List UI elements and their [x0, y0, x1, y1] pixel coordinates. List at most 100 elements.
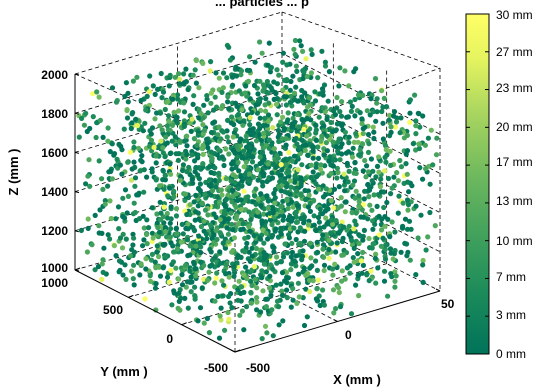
scatter-point: [204, 236, 210, 242]
scatter-point: [381, 189, 387, 195]
scatter-point: [311, 222, 317, 228]
scatter-point: [301, 238, 308, 244]
scatter-point: [225, 231, 231, 237]
scatter-point: [388, 162, 394, 168]
scatter-point: [261, 211, 267, 217]
scatter-point: [168, 171, 174, 177]
y-tick: [128, 294, 134, 298]
scatter-point: [226, 316, 232, 322]
scatter-point: [370, 124, 376, 130]
scatter-point: [427, 209, 433, 216]
scatter-point: [404, 148, 411, 154]
scatter-point: [219, 154, 225, 160]
scatter-point: [256, 97, 262, 103]
scatter-point: [176, 71, 182, 77]
scatter-point: [185, 86, 191, 93]
scatter-point: [181, 100, 187, 106]
scatter-point: [271, 249, 277, 255]
scatter-point: [256, 131, 262, 138]
scatter-point: [317, 206, 323, 212]
scatter-point: [96, 223, 102, 229]
scatter-point: [185, 305, 191, 311]
scatter-point: [244, 138, 250, 144]
scatter-point: [360, 92, 366, 98]
scatter-point: [160, 242, 166, 248]
scatter-point: [373, 251, 379, 257]
scatter-point: [380, 120, 386, 126]
scatter-point: [351, 170, 357, 176]
scatter-point: [308, 175, 314, 181]
scatter-point: [268, 64, 274, 71]
scatter-point: [271, 79, 277, 85]
scatter-point: [114, 156, 120, 162]
scatter-point: [208, 59, 214, 65]
scatter-point: [206, 182, 212, 188]
scatter-point: [109, 141, 115, 147]
scatter-point: [254, 285, 260, 291]
scatter-point: [274, 112, 280, 118]
scatter-point: [159, 127, 165, 133]
scatter-point: [298, 191, 304, 197]
y-tick: [234, 349, 241, 353]
scatter-point: [161, 204, 167, 210]
scatter-point: [153, 281, 159, 287]
scatter-point: [288, 254, 294, 260]
scatter-point: [243, 144, 250, 150]
scatter-point: [225, 239, 232, 245]
scatter-point: [383, 242, 389, 248]
scatter-point: [125, 99, 131, 105]
scatter-point: [219, 192, 225, 198]
scatter-point: [361, 227, 367, 233]
scatter-point: [295, 203, 301, 209]
scatter-point: [227, 57, 233, 63]
scatter-point: [264, 78, 270, 85]
scatter-point: [356, 152, 362, 158]
scatter-point: [160, 150, 166, 156]
scatter-point: [265, 161, 271, 167]
scatter-point: [349, 154, 356, 160]
scatter-point: [242, 249, 248, 255]
scatter-point: [368, 268, 374, 274]
scatter-point: [138, 97, 144, 104]
scatter-point: [301, 100, 307, 106]
scatter-point: [221, 162, 227, 169]
scatter-point: [197, 305, 204, 311]
scatter-point: [382, 246, 388, 252]
scatter-point: [323, 186, 329, 192]
scatter-point: [176, 108, 182, 114]
scatter-point: [171, 249, 177, 255]
scatter-point: [351, 69, 357, 75]
scatter-point: [385, 216, 391, 222]
scatter-point: [378, 243, 384, 249]
scatter-point: [197, 188, 203, 194]
scatter-point: [302, 228, 308, 234]
scatter-point: [140, 128, 146, 134]
scatter-point: [226, 139, 232, 145]
scatter-point: [284, 62, 290, 68]
scatter-point: [283, 102, 289, 108]
scatter-point: [212, 203, 218, 209]
scatter-point: [213, 70, 219, 76]
scatter-point: [380, 136, 386, 142]
scatter-point: [310, 155, 316, 161]
scatter-point: [275, 127, 282, 134]
scatter-point: [350, 182, 356, 188]
scatter-point: [376, 169, 382, 175]
scatter-point: [254, 299, 260, 305]
scatter-point: [152, 285, 159, 291]
scatter-point: [247, 114, 253, 121]
scatter-point: [160, 168, 166, 174]
scatter-point: [247, 54, 253, 60]
scatter-point: [146, 89, 153, 95]
scatter-point: [189, 152, 195, 158]
scatter-point: [389, 185, 395, 191]
scatter-point: [234, 260, 240, 266]
scatter-point: [258, 203, 264, 209]
scatter-point: [265, 198, 271, 204]
scatter-point: [200, 115, 206, 121]
scatter-point: [226, 293, 232, 300]
scatter-point: [179, 272, 185, 278]
scatter-point: [217, 217, 223, 223]
scatter-point: [349, 238, 355, 244]
scatter-point: [108, 215, 114, 222]
